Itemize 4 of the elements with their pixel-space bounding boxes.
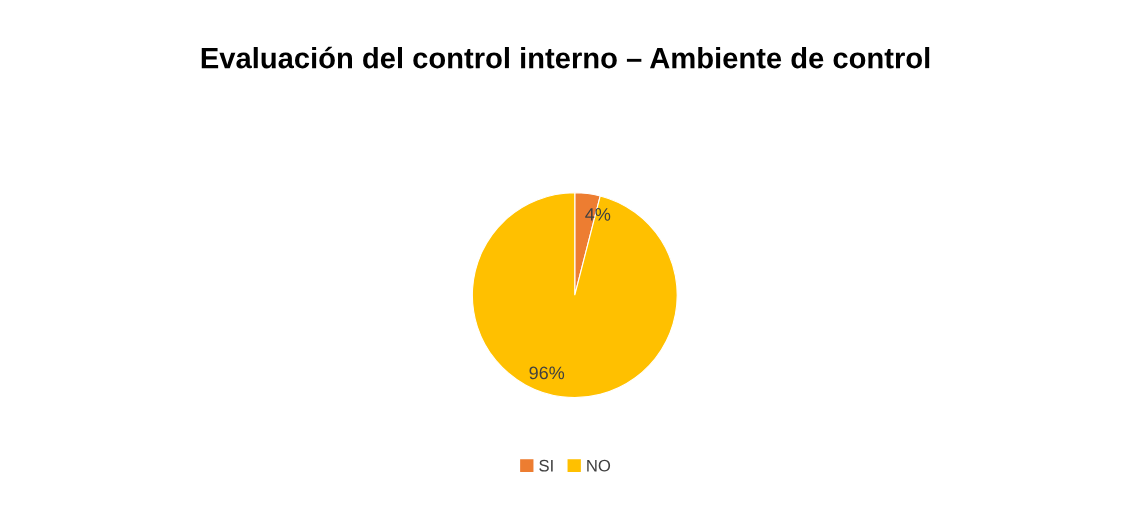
legend-label: SI — [539, 459, 553, 472]
data-label: 96% — [529, 366, 565, 380]
chart-title: Evaluación del control interno – Ambiente de control — [201, 46, 930, 69]
legend-label: NO — [587, 459, 611, 472]
